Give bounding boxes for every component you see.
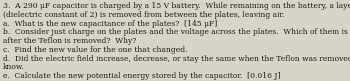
Text: a.  What is the new capacitance of the plates?  [145 μF]: a. What is the new capacitance of the pl…: [3, 20, 217, 28]
Text: e.  Calculate the new potential energy stored by the capacitor.  [0.016 J]: e. Calculate the new potential energy st…: [3, 72, 280, 80]
Text: know.: know.: [3, 63, 25, 71]
Text: c.  Find the new value for the one that changed.: c. Find the new value for the one that c…: [3, 46, 187, 54]
Text: b.  Consider just charge on the plates and the voltage across the plates.  Which: b. Consider just charge on the plates an…: [3, 28, 350, 36]
Text: 3.  A 290 μF capacitor is charged by a 15 V battery.  While remaining on the bat: 3. A 290 μF capacitor is charged by a 15…: [3, 2, 350, 10]
Text: after the Teflon is removed?  Why?: after the Teflon is removed? Why?: [3, 37, 136, 45]
Text: d.  Did the electric field increase, decrease, or stay the same when the Teflon : d. Did the electric field increase, decr…: [3, 55, 350, 63]
Text: (dielectric constant of 2) is removed from between the plates, leaving air.: (dielectric constant of 2) is removed fr…: [3, 11, 284, 19]
